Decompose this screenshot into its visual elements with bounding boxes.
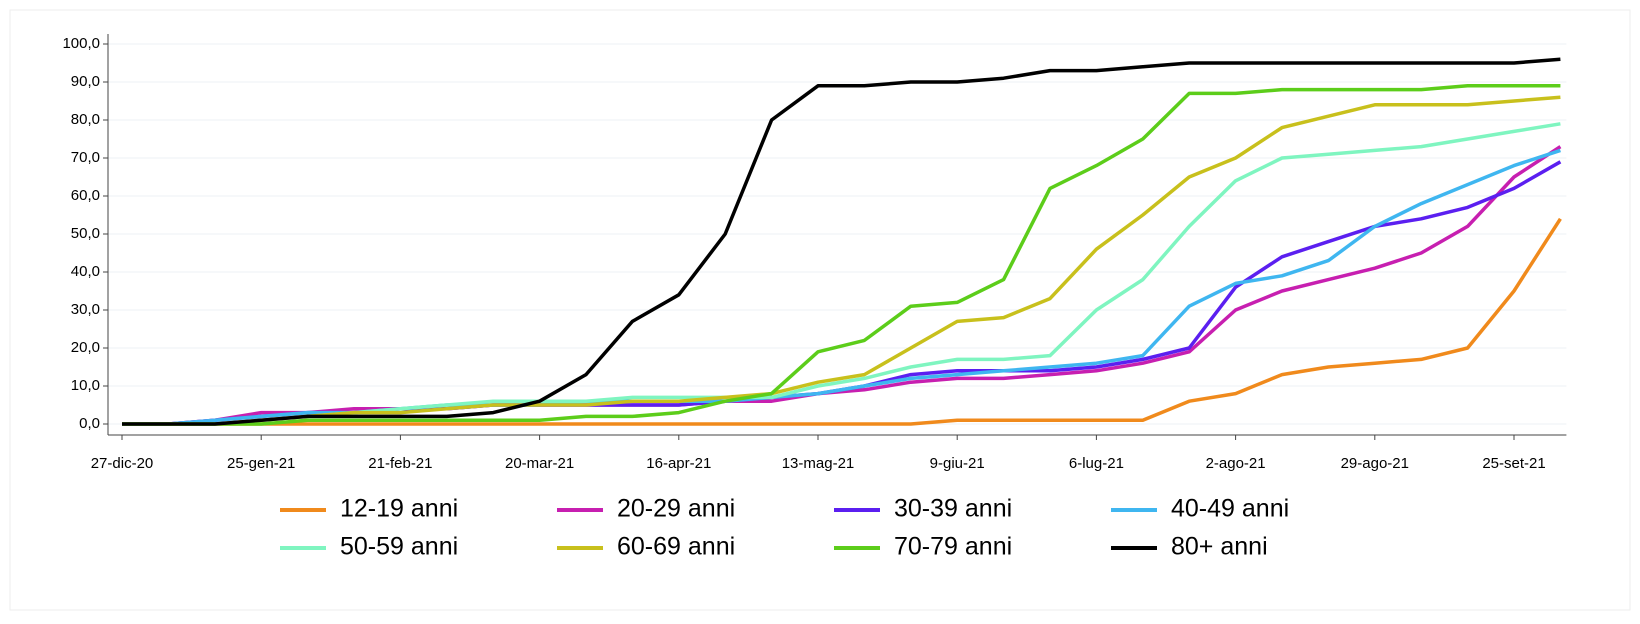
x-tick-label: 29-ago-21 [1341,455,1409,472]
x-tick-label: 9-giu-21 [930,455,985,472]
series-line [122,95,1561,426]
x-tick-label: 13-mag-21 [782,455,855,472]
y-tick-label: 70,0 [71,149,100,166]
series-line [122,160,1562,426]
legend-label: 40-49 anni [1171,495,1289,523]
series-line [122,145,1562,426]
series-line [122,57,1561,426]
y-tick-label: 10,0 [71,377,100,394]
legend-label: 50-59 anni [340,533,458,561]
y-tick-label: 40,0 [71,263,100,280]
y-tick-label: 90,0 [71,73,100,90]
series-line [122,84,1561,426]
y-tick-label: 60,0 [71,187,100,204]
legend-label: 80+ anni [1171,533,1268,561]
x-tick-label: 25-set-21 [1482,455,1545,472]
y-tick-label: 20,0 [71,339,100,356]
y-tick-label: 50,0 [71,225,100,242]
legend-label: 60-69 anni [617,533,735,561]
y-tick-label: 30,0 [71,301,100,318]
series-line [122,217,1562,426]
x-tick-label: 2-ago-21 [1206,455,1266,472]
x-tick-label: 21-feb-21 [368,455,432,472]
legend-label: 20-29 anni [617,495,735,523]
legend-label: 70-79 anni [894,533,1012,561]
legend-label: 30-39 anni [894,495,1012,523]
x-tick-label: 16-apr-21 [646,455,711,472]
x-tick-label: 27-dic-20 [91,455,154,472]
y-tick-label: 0,0 [79,415,100,432]
x-tick-label: 20-mar-21 [505,455,574,472]
legend-label: 12-19 anni [340,495,458,523]
x-tick-label: 25-gen-21 [227,455,295,472]
y-tick-label: 100,0 [62,35,100,52]
x-tick-label: 6-lug-21 [1069,455,1124,472]
y-tick-label: 80,0 [71,111,100,128]
chart-frame [9,9,1631,611]
